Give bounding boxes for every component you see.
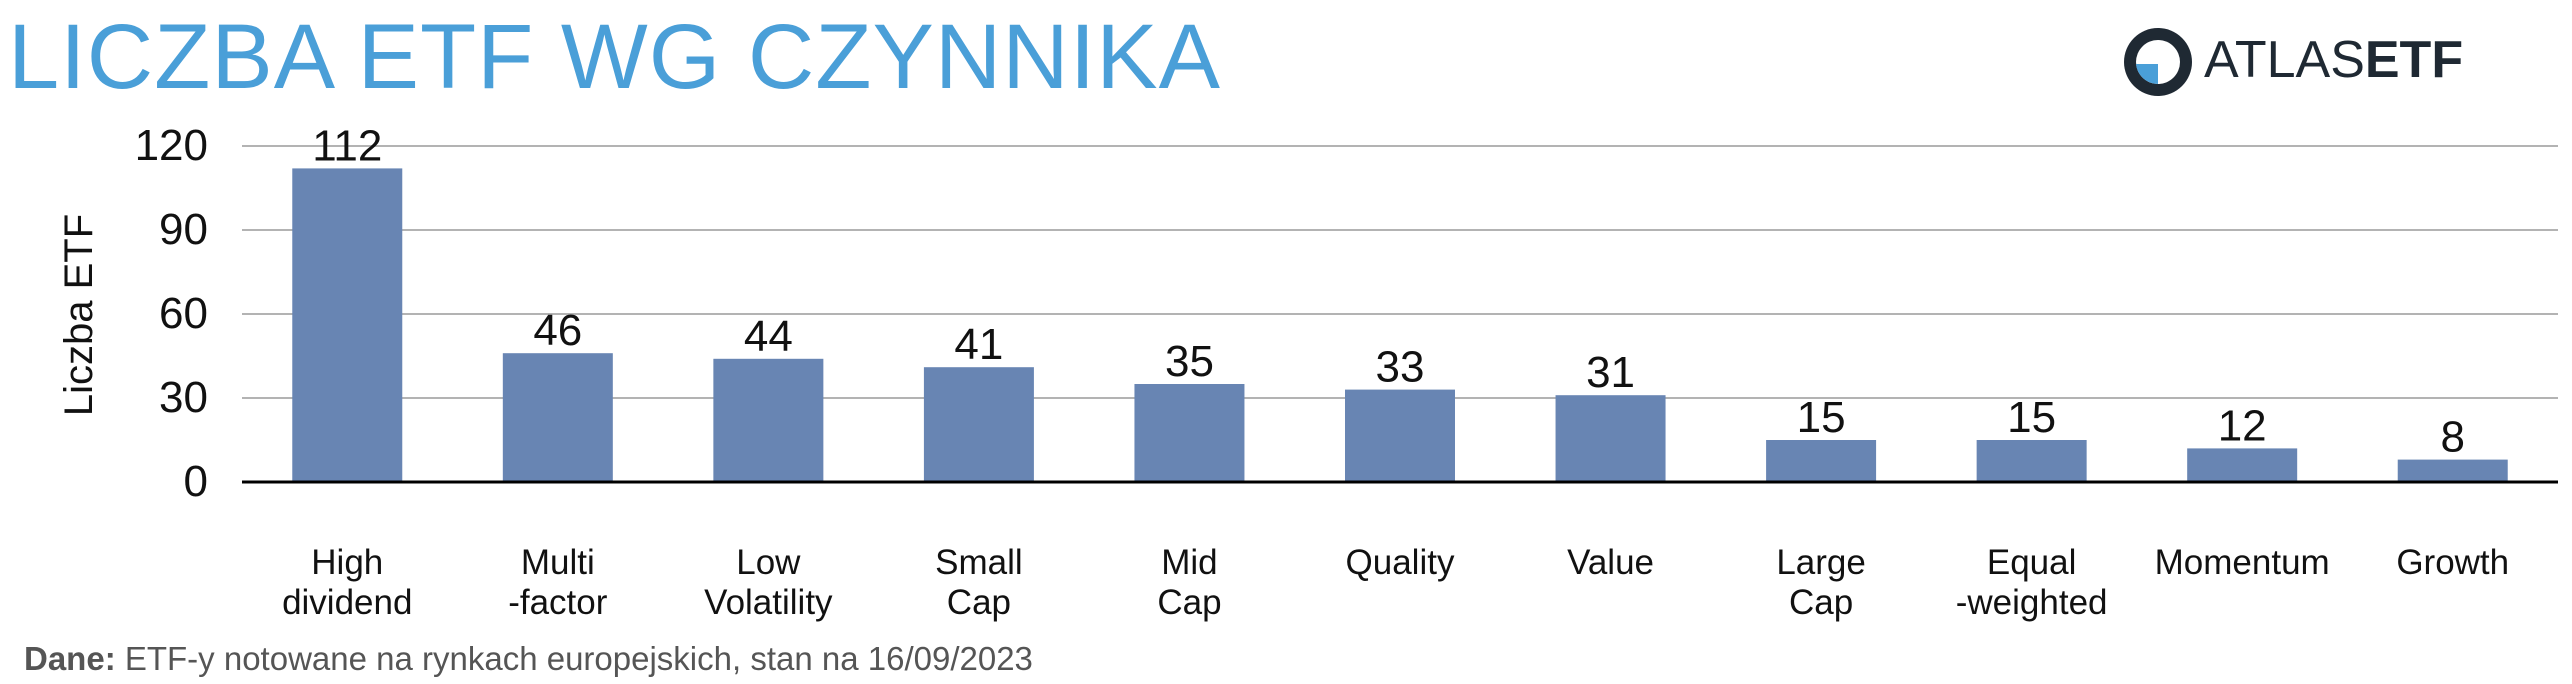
bar: [713, 358, 824, 482]
x-category-label: -factor: [508, 583, 608, 622]
x-category-label: Momentum: [2155, 543, 2330, 582]
logo-text-bold: ETF: [2364, 31, 2464, 89]
x-category-label: Equal: [1987, 543, 2077, 582]
x-category-label: Large: [1776, 543, 1866, 582]
source-label: Dane:: [24, 640, 116, 677]
x-category-label: Value: [1567, 543, 1654, 582]
x-category-label: Cap: [1157, 583, 1221, 622]
bar: [1345, 389, 1455, 482]
y-tick-label: 60: [159, 289, 208, 338]
x-category-label: Cap: [1789, 583, 1853, 622]
x-category-label: dividend: [282, 583, 412, 622]
atlas-etf-logo: ATLASETF: [2118, 22, 2478, 102]
bar: [1976, 440, 2087, 482]
data-label: 8: [2440, 413, 2464, 462]
y-tick-label: 30: [159, 373, 208, 422]
bar: [292, 168, 403, 482]
x-category-label: -weighted: [1956, 583, 2108, 622]
data-label: 15: [1797, 393, 1846, 442]
data-label: 35: [1165, 337, 1214, 386]
bar: [1766, 440, 1877, 482]
x-category-label: Volatility: [704, 583, 833, 622]
atlas-etf-circle-logo-icon: [2124, 28, 2192, 96]
y-tick-label: 90: [159, 205, 208, 254]
bars: [292, 168, 2508, 482]
bar: [1555, 395, 1666, 482]
data-labels: 112 46 44 41 35 33 31 15 15 12 8: [312, 121, 2465, 461]
source-text: ETF-y notowane na rynkach europejskich, …: [124, 640, 1033, 677]
bar: [1134, 384, 1245, 482]
bar: [2187, 448, 2298, 482]
logo-wordmark: ATLASETF: [2204, 30, 2463, 90]
x-category-label: Quality: [1346, 543, 1455, 582]
bar: [502, 353, 613, 482]
source-note: Dane: ETF-y notowane na rynkach europejs…: [24, 640, 1033, 678]
x-category-label: Cap: [947, 583, 1011, 622]
x-category-label: Growth: [2396, 543, 2509, 582]
bar: [2397, 459, 2508, 482]
data-label: 44: [744, 312, 793, 361]
data-label: 46: [533, 306, 582, 355]
logo-text-light: ATLAS: [2204, 31, 2365, 89]
x-category-label: Small: [935, 543, 1023, 582]
x-category-label: Mid: [1161, 543, 1217, 582]
data-label: 41: [954, 320, 1003, 369]
bar-chart: 112 46 44 41 35 33 31 15 15 12 8 0 30 60 90 120 Highdi…: [57, 121, 2558, 622]
data-label: 112: [312, 121, 382, 170]
data-label: 31: [1586, 348, 1635, 397]
data-label: 33: [1376, 343, 1425, 392]
x-category-label: Multi: [521, 543, 595, 582]
y-axis-ticks: 0 30 60 90 120: [135, 121, 208, 506]
data-label: 12: [2218, 401, 2267, 450]
y-tick-label: 120: [135, 121, 208, 170]
y-tick-label: 0: [184, 457, 208, 506]
x-category-label: High: [311, 543, 383, 582]
bar: [923, 367, 1034, 482]
y-axis-label: Liczba ETF: [57, 214, 101, 416]
data-label: 15: [2007, 393, 2056, 442]
chart-title: LICZBA ETF WG CZYNNIKA: [8, 6, 1222, 108]
x-category-label: Low: [736, 543, 801, 582]
